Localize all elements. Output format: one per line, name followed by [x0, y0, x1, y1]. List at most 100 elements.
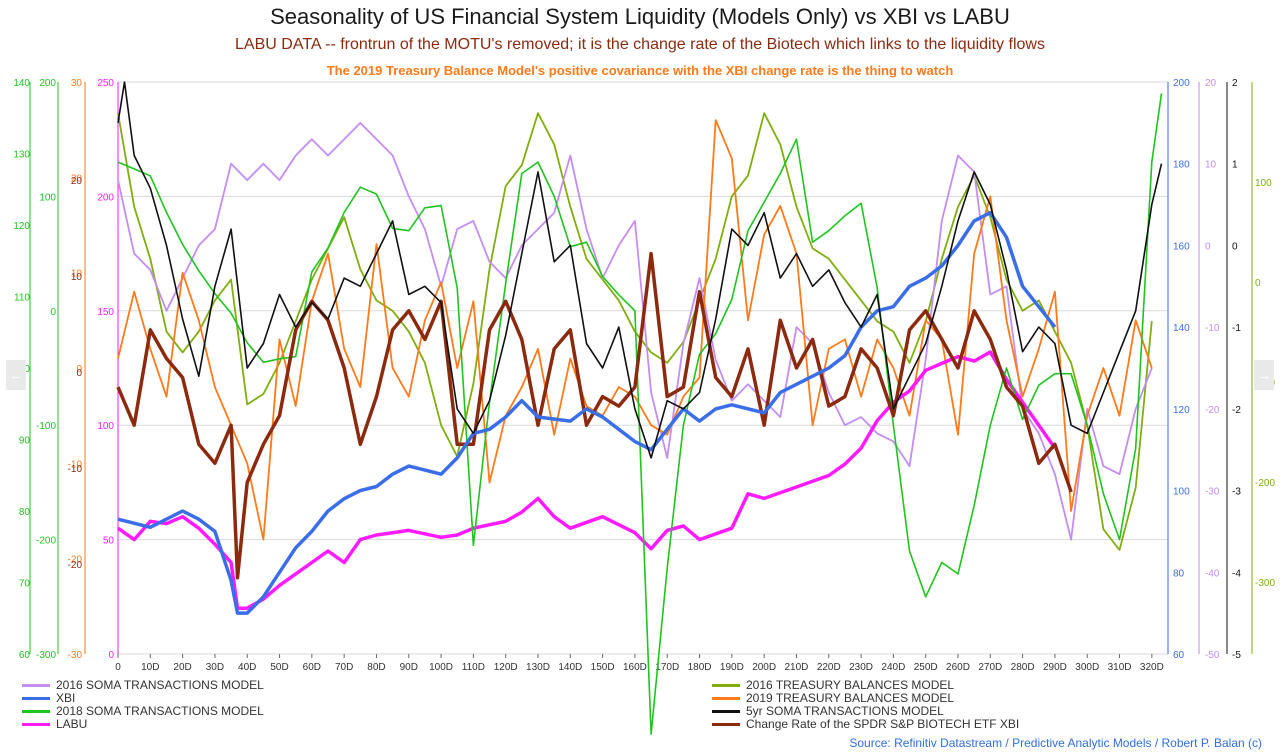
legend-label: LABU — [56, 717, 88, 731]
x-tick-label: 110D — [462, 662, 485, 673]
axis-tick-label: -2 — [1232, 405, 1241, 416]
x-tick-label: 280D — [1011, 662, 1035, 673]
axis-tick-label: 200 — [1173, 78, 1190, 89]
legend-label: 2016 SOMA TRANSACTIONS MODEL — [56, 678, 264, 692]
source-note: Source: Refinitiv Datastream / Predictiv… — [849, 736, 1262, 750]
legend-label: 5yr SOMA TRANSACTIONS MODEL — [746, 704, 944, 718]
series-line — [117, 93, 1163, 735]
legend-swatch — [712, 709, 740, 713]
x-tick-label: 70D — [335, 662, 353, 673]
x-tick-label: 230D — [849, 662, 873, 673]
legend-item: 5yr SOMA TRANSACTIONS MODEL — [712, 704, 944, 718]
axis-tick-label: -20 — [68, 560, 83, 571]
x-tick-label: 40D — [238, 662, 256, 673]
x-tick-label: 160D — [623, 662, 647, 673]
legend-swatch — [22, 683, 50, 687]
x-tick-label: 240D — [881, 662, 905, 673]
axis-tick-label: 250 — [97, 78, 114, 89]
axis-tick-label: 100 — [97, 421, 114, 432]
series-line — [117, 210, 1057, 615]
axis-tick-label: -10 — [1205, 323, 1220, 334]
axis-tick-label: -20 — [1205, 405, 1220, 416]
chart-subtitle-note: The 2019 Treasury Balance Model's positi… — [326, 63, 954, 78]
axis-tick-label: 160 — [1173, 241, 1190, 252]
axis-tick-label: 10 — [71, 269, 83, 280]
axis-tick-label: 140 — [1173, 323, 1190, 334]
axis-tick-label: -5 — [1232, 650, 1241, 661]
axis-tick-label: 20 — [71, 176, 83, 187]
legend-swatch — [22, 709, 50, 713]
x-tick-label: 220D — [817, 662, 841, 673]
x-tick-label: 10D — [141, 662, 159, 673]
axis-tick-label: -10 — [68, 459, 83, 470]
legend-item: Change Rate of the SPDR S&P BIOTECH ETF … — [712, 717, 1019, 731]
x-tick-label: 180D — [688, 662, 712, 673]
axis-tick-label: -300 — [36, 650, 56, 661]
legend-item: 2016 SOMA TRANSACTIONS MODEL — [22, 678, 264, 692]
x-tick-label: 300D — [1075, 662, 1099, 673]
axis-tick-label: 90 — [19, 436, 31, 447]
axis-tick-label: -20 — [68, 555, 83, 566]
axis-tick-label: 60 — [1173, 650, 1185, 661]
axis-tick-label: 20 — [71, 173, 83, 184]
axis-tick-label: 30 — [71, 78, 83, 89]
x-tick-label: 170D — [655, 662, 679, 673]
x-tick-label: 80D — [367, 662, 385, 673]
x-tick-label: 90D — [400, 662, 418, 673]
legend-label: 2019 TREASURY BALANCES MODEL — [746, 691, 955, 705]
axis-tick-label: 20 — [1205, 78, 1217, 89]
legend-label: 2018 SOMA TRANSACTIONS MODEL — [56, 704, 264, 718]
series-line — [116, 251, 1073, 580]
axis-tick-label: 200 — [97, 192, 114, 203]
axis-tick-label: 0 — [1205, 241, 1211, 252]
x-tick-label: 290D — [1043, 662, 1067, 673]
x-tick-label: 120D — [494, 662, 518, 673]
x-tick-label: 150D — [591, 662, 615, 673]
chart-title: Seasonality of US Financial System Liqui… — [270, 4, 1010, 29]
axis-tick-label: -1 — [1232, 323, 1241, 334]
x-tick-label: 50D — [270, 662, 288, 673]
right-arrow-icon[interactable]: → — [1254, 360, 1274, 390]
axis-tick-label: 50 — [103, 536, 115, 547]
axis-tick-label: 10 — [1205, 160, 1217, 171]
series-line — [117, 119, 1153, 541]
axis-tick-label: 0 — [1232, 241, 1238, 252]
axis-tick-label: 0 — [50, 307, 56, 318]
series-line — [117, 81, 1163, 459]
chart-subtitle: LABU DATA -- frontrun of the MOTU's remo… — [235, 36, 1045, 53]
x-tick-label: 0 — [115, 662, 121, 673]
legend-item: XBI — [22, 691, 75, 705]
x-tick-label: 260D — [946, 662, 970, 673]
axis-tick-label: 60 — [19, 650, 31, 661]
axis-tick-label: 1 — [1232, 160, 1238, 171]
legend-swatch — [712, 683, 740, 687]
axis-tick-label: 0 — [1255, 278, 1261, 289]
legend-item: 2018 SOMA TRANSACTIONS MODEL — [22, 704, 264, 718]
legend-swatch — [22, 696, 50, 700]
left-arrow-icon[interactable]: ← — [6, 360, 26, 390]
axis-tick-label: 10 — [71, 272, 83, 283]
x-tick-label: 60D — [303, 662, 321, 673]
legend-item: 2016 TREASURY BALANCES MODEL — [712, 678, 954, 692]
x-tick-label: 310D — [1108, 662, 1132, 673]
axis-tick-label: 0 — [108, 650, 114, 661]
axis-tick-label: 70 — [19, 579, 31, 590]
axis-tick-label: -4 — [1232, 568, 1241, 579]
legend-item: 2019 TREASURY BALANCES MODEL — [712, 691, 954, 705]
x-tick-label: 250D — [914, 662, 938, 673]
plot-area — [117, 81, 1169, 655]
x-tick-label: 30D — [206, 662, 224, 673]
axis-tick-label: 0 — [76, 368, 82, 379]
axis-tick-label: 2 — [1232, 78, 1238, 89]
axis-tick-label: -30 — [1205, 487, 1220, 498]
legend-swatch — [22, 722, 50, 726]
legend-label: 2016 TREASURY BALANCES MODEL — [746, 678, 955, 692]
axis-tick-label: 0 — [76, 364, 82, 375]
x-tick-label: 200D — [752, 662, 776, 673]
axis-tick-label: 100 — [39, 192, 56, 203]
axis-tick-label: -40 — [1205, 568, 1220, 579]
axis-tick-label: -10 — [68, 464, 83, 475]
x-tick-label: 100D — [429, 662, 453, 673]
x-tick-label: 210D — [785, 662, 809, 673]
